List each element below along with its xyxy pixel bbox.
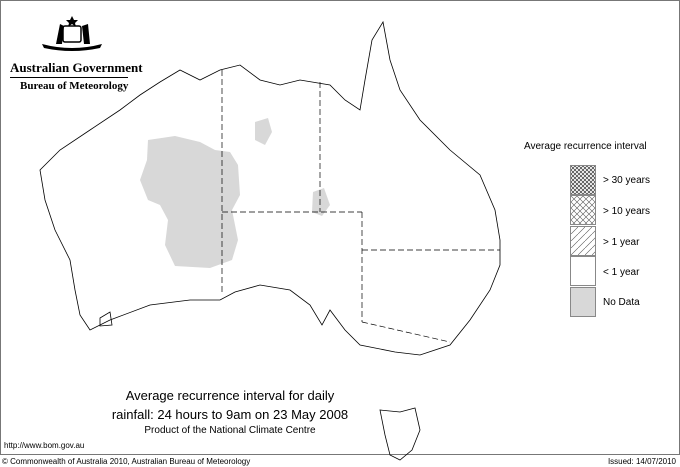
coat-of-arms-icon <box>42 16 102 51</box>
map-title-line1: Average recurrence interval for daily <box>125 388 335 403</box>
legend-label: > 1 year <box>603 237 640 248</box>
tasmania <box>379 407 421 461</box>
logo-divider <box>10 77 128 78</box>
map-title-line2: rainfall: 24 hours to 9am on 23 May 2008 <box>111 407 349 422</box>
copyright: © Commonwealth of Australia 2010, Austra… <box>2 457 251 466</box>
no-data-regions <box>140 118 330 268</box>
legend-title: Average recurrence interval <box>524 141 647 152</box>
issued-date: Issued: 14/07/2010 <box>607 457 676 466</box>
legend-label: < 1 year <box>603 267 640 278</box>
legend-label: No Data <box>603 297 640 308</box>
map-subtitle: Product of the National Climate Centre <box>144 425 316 436</box>
state-borders <box>221 70 500 343</box>
legend-label: > 30 years <box>603 175 650 186</box>
bureau-name: Bureau of Meteorology <box>20 80 129 92</box>
government-name: Australian Government <box>10 60 143 75</box>
website-link[interactable]: http://www.bom.gov.au <box>4 441 85 450</box>
coastline <box>39 20 501 461</box>
legend-label: > 10 years <box>603 206 650 217</box>
